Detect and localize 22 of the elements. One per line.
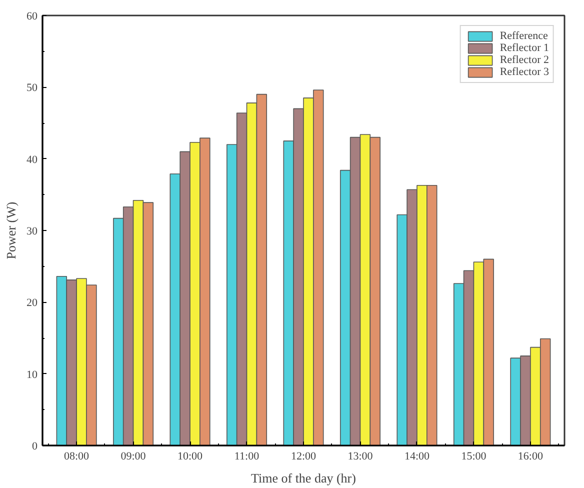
x-tick-label: 12:00 — [290, 450, 317, 462]
x-tick-label: 14:00 — [404, 450, 430, 462]
x-tick-label: 16:00 — [518, 450, 544, 462]
x-tick-label: 10:00 — [177, 450, 204, 462]
y-tick-label: 50 — [26, 82, 38, 94]
legend-label: Reflector 2 — [500, 54, 549, 66]
y-tick-label: 0 — [32, 440, 38, 452]
y-tick-label: 30 — [26, 226, 38, 238]
y-tick-label: 10 — [26, 368, 38, 381]
x-axis-title: Time of the day (hr) — [251, 470, 356, 486]
x-tick-label: 11:00 — [234, 450, 260, 462]
x-tick-label: 08:00 — [64, 450, 90, 462]
y-axis-title: Power (W) — [4, 202, 18, 260]
x-tick-label: 15:00 — [461, 450, 487, 462]
y-tick-label: 40 — [26, 154, 38, 166]
y-tick-label: 20 — [26, 297, 38, 310]
legend-label: Reflector 3 — [500, 66, 549, 78]
legend-label: Reflector 1 — [500, 42, 549, 54]
x-tick-label: 09:00 — [120, 450, 146, 462]
legend-label: Refference — [500, 30, 548, 42]
x-tick-label: 13:00 — [348, 450, 374, 462]
y-tick-label: 60 — [26, 10, 38, 22]
